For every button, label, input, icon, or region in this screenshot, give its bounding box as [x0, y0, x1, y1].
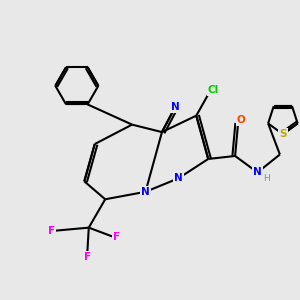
Text: N: N: [253, 167, 262, 177]
Text: N: N: [141, 187, 150, 197]
Text: F: F: [48, 226, 55, 236]
Text: F: F: [84, 252, 91, 262]
Text: N: N: [174, 173, 183, 183]
Text: O: O: [237, 115, 245, 125]
Text: H: H: [263, 174, 270, 183]
Text: F: F: [113, 232, 120, 242]
Text: S: S: [279, 129, 286, 139]
Text: Cl: Cl: [208, 85, 219, 95]
Text: N: N: [171, 102, 180, 112]
